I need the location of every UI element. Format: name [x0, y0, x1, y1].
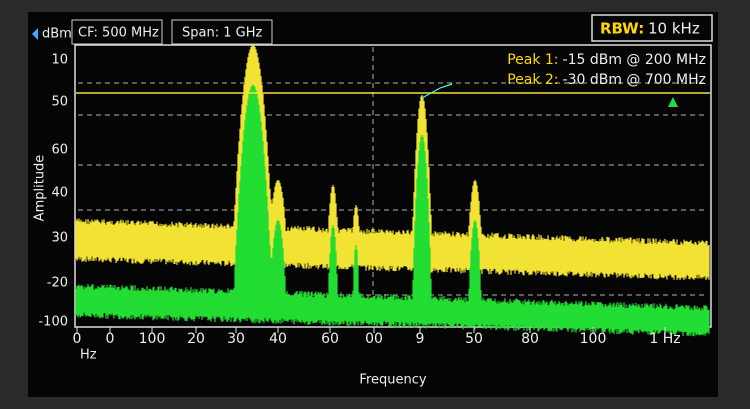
- x-tick-label: 100: [139, 331, 166, 347]
- x-tick-label: 1 Hz: [649, 331, 680, 347]
- marker-value: -15 dBm @ 200 MHz: [563, 52, 706, 68]
- x-tick-label: 9: [416, 331, 425, 347]
- marker-label: Peak 1:: [507, 52, 558, 68]
- marker-arrow: [421, 83, 453, 99]
- plot-frame: [74, 44, 712, 328]
- x-axis-title: Frequency: [359, 373, 426, 388]
- center-box: [71, 19, 163, 45]
- y-tick-label: 30: [51, 231, 68, 246]
- span-box: [171, 19, 273, 45]
- rbw-value: 10 kHz: [648, 20, 700, 38]
- x-tick-label: 20: [187, 331, 205, 347]
- span: Span: 1 GHz: [182, 26, 262, 41]
- rbw-label: RBW:: [600, 20, 644, 38]
- y-tick-label: 10: [51, 53, 68, 68]
- x-axis-unit: Hz: [80, 348, 97, 363]
- marker-value: -30 dBm @ 700 MHz: [563, 72, 706, 88]
- x-tick-label: 80: [521, 331, 539, 347]
- y-tick-label: 50: [51, 95, 68, 110]
- center-frequency: CF: 500 MHz: [78, 26, 159, 41]
- unit-label: dBm: [42, 27, 72, 42]
- traces: [75, 45, 710, 337]
- x-tick-label: 50: [465, 331, 483, 347]
- y-tick-label: -20: [47, 276, 68, 291]
- marker-label: Peak 2:: [507, 72, 558, 88]
- x-tick-label: 0: [73, 331, 82, 347]
- unit-icon: [32, 28, 38, 40]
- y-tick-label: 40: [51, 186, 68, 201]
- x-tick-label: 40: [269, 331, 287, 347]
- y-tick-label: -100: [38, 315, 68, 330]
- rbw-box: [591, 14, 713, 42]
- x-tick-label: 60: [321, 331, 339, 347]
- x-tick-label: 0: [106, 331, 115, 347]
- x-tick-label: 00: [365, 331, 383, 347]
- y-tick-label: 60: [51, 143, 68, 158]
- y-axis-title: Amplitude: [33, 155, 48, 222]
- x-tick-label: 30: [227, 331, 245, 347]
- x-tick-label: 100: [580, 331, 607, 347]
- marker-triangle: [668, 97, 678, 107]
